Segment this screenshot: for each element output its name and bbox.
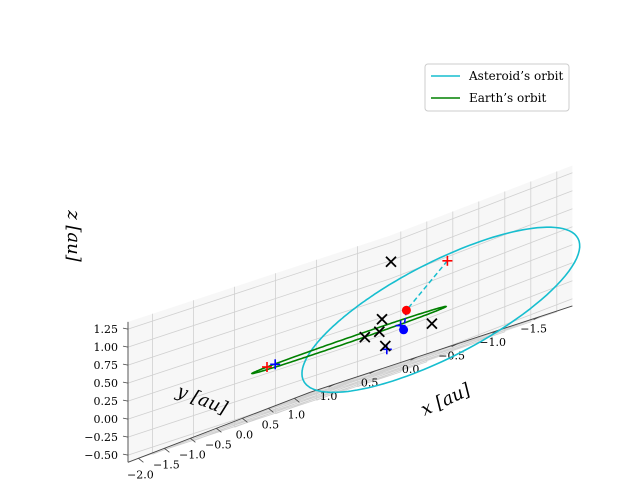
grid-line-z-left xyxy=(127,314,391,402)
black-x-marker-1 xyxy=(376,313,388,325)
black-x-marker-2-b xyxy=(359,331,371,343)
blue-dot-marker-0 xyxy=(399,325,409,335)
y-tick-label: −1.5 xyxy=(520,323,547,336)
y-tick-mark xyxy=(533,316,540,321)
x-axis-label: x [au] xyxy=(418,379,475,421)
black-x-marker-3 xyxy=(373,326,385,338)
y-tick-mark xyxy=(451,343,458,348)
y-tick-mark xyxy=(328,383,335,388)
z-tick-label: 1.00 xyxy=(94,341,119,354)
red-plus-marker-1 xyxy=(442,255,453,266)
grid-line-z-left xyxy=(127,332,391,420)
x-tick-mark xyxy=(164,447,170,453)
y-tick-mark xyxy=(369,370,376,375)
legend-frame xyxy=(424,63,570,112)
z-tick-label: 1.25 xyxy=(94,323,119,336)
z-tick-label: −0.50 xyxy=(84,449,118,462)
grid-line-z-right xyxy=(390,298,573,370)
x-tick-mark xyxy=(138,457,144,463)
red-dot-marker-0 xyxy=(401,305,411,315)
x-tick-label: −1.5 xyxy=(153,458,180,471)
left-back-pane xyxy=(128,235,391,463)
x-axis-line xyxy=(127,391,311,463)
grid-line-z-left xyxy=(127,242,391,330)
red-plus-marker-0 xyxy=(262,362,272,372)
x-tick-mark xyxy=(268,407,274,413)
x-tick-label: −1.0 xyxy=(179,448,206,461)
grid-line-z-left xyxy=(127,296,391,384)
z-tick-label: 0.50 xyxy=(94,377,119,390)
z-tick-mark xyxy=(122,327,129,330)
z-tick-mark xyxy=(122,363,129,366)
z-tick-mark xyxy=(122,381,129,384)
orbit-markers xyxy=(262,255,453,372)
z-tick-label: 0.75 xyxy=(94,359,119,372)
z-tick-label: 0.25 xyxy=(94,395,119,408)
y-tick-mark xyxy=(410,356,417,361)
black-x-marker-0 xyxy=(385,256,397,268)
grid-line-z-right xyxy=(390,190,573,262)
x-tick-label: −2.0 xyxy=(127,468,154,480)
grid-line-z-left xyxy=(127,260,391,348)
grid-line-z-left xyxy=(127,350,391,438)
legend-label-earth: Earth’s orbit xyxy=(469,91,546,105)
z-tick-mark xyxy=(122,417,129,420)
grid-line-x-floor xyxy=(138,371,401,459)
black-x-marker-5-b xyxy=(379,340,391,352)
y-tick-label: 1.0 xyxy=(320,390,338,403)
z-tick-mark xyxy=(122,453,129,456)
axis-lines xyxy=(127,305,573,463)
black-x-marker-4 xyxy=(426,318,438,330)
grid-line-y-floor xyxy=(275,343,458,415)
grid-line-y-floor xyxy=(193,370,376,442)
x-tick-label: 1.0 xyxy=(288,408,306,421)
orbit-line-1 xyxy=(250,305,448,375)
orbit-line-0 xyxy=(301,226,581,394)
black-x-marker-1-b xyxy=(376,313,388,325)
axes-panes xyxy=(128,165,573,463)
y-tick-label: −1.0 xyxy=(479,336,506,349)
grid-line-y-floor xyxy=(316,329,499,401)
grid-line-z-right xyxy=(390,280,573,352)
grid-lines xyxy=(127,171,573,459)
z-axis-label: z [au] xyxy=(63,209,84,263)
black-x-marker-5 xyxy=(379,340,391,352)
x-tick-mark xyxy=(242,417,248,423)
grid-line-x-floor xyxy=(216,341,479,429)
black-x-marker-4-b xyxy=(426,318,438,330)
x-tick-label: 0.0 xyxy=(236,428,254,441)
grid-line-z-right xyxy=(390,262,573,334)
legend: Asteroid’s orbit Earth’s orbit xyxy=(424,63,570,112)
grid-line-z-right xyxy=(390,244,573,316)
black-x-marker-0-b xyxy=(385,256,397,268)
grid-line-x-floor xyxy=(190,351,453,439)
grid-line-z-left xyxy=(127,278,391,366)
black-x-marker-2 xyxy=(359,331,371,343)
grid-line-x-floor xyxy=(164,361,427,449)
x-tick-mark xyxy=(190,437,196,443)
grid-line-y-floor xyxy=(357,316,540,388)
blue-plus-marker-2 xyxy=(381,344,392,355)
z-tick-mark xyxy=(122,435,129,438)
x-tick-label: 0.5 xyxy=(262,418,280,431)
grid-line-z-right xyxy=(390,226,573,298)
legend-label-asteroid: Asteroid’s orbit xyxy=(468,69,563,83)
z-tick-label: 0.00 xyxy=(94,413,119,426)
grid-line-z-right xyxy=(390,172,573,244)
z-tick-mark xyxy=(122,345,129,348)
black-x-marker-3-b xyxy=(373,326,385,338)
blue-plus-marker-0 xyxy=(270,359,281,370)
grid-line-x-floor xyxy=(242,331,505,419)
z-tick-mark xyxy=(122,399,129,402)
z-tick-label: −0.25 xyxy=(84,431,118,444)
dashed-line-0 xyxy=(405,260,448,311)
x-tick-label: −0.5 xyxy=(205,438,232,451)
y-axis-line xyxy=(309,305,573,393)
x-tick-mark xyxy=(294,397,300,403)
x-tick-mark xyxy=(216,427,222,433)
